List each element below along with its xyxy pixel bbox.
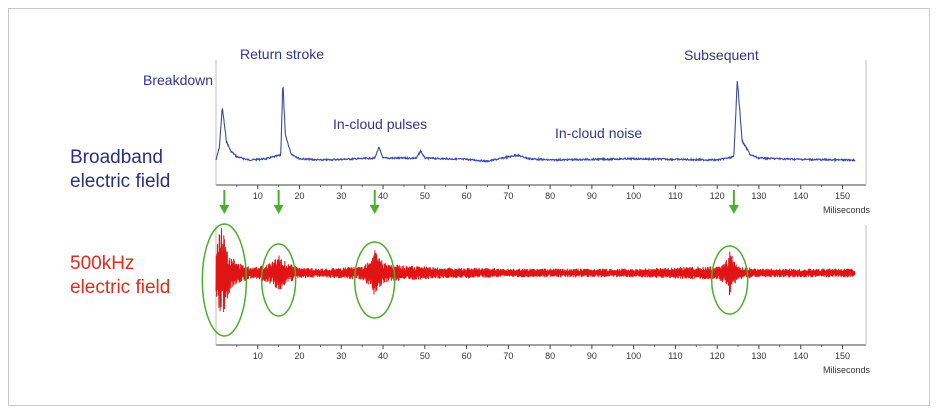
lf-plot: 10 20 30 40 50 60 70 80 90 100 110 120 130 140 150 Mili… [215, 225, 871, 375]
broadband-tick-label: 10 [253, 191, 263, 201]
lf-tick-label: 40 [378, 351, 388, 361]
annotation-subsequent: Subsequent [684, 47, 759, 63]
lf-label-line2: electric field [70, 277, 171, 298]
lf-tick-label: 80 [545, 351, 555, 361]
lf-tick-label: 120 [710, 351, 725, 361]
lf-label-line1: 500kHz [70, 253, 135, 274]
broadband-label: Broadband electric field [70, 146, 170, 194]
broadband-label-line2: electric field [70, 171, 171, 192]
lf-tick-label: 10 [253, 351, 263, 361]
broadband-tick-label: 150 [835, 191, 850, 201]
lf-tick-label: 130 [751, 351, 766, 361]
annotation-breakdown: Breakdown [143, 72, 214, 88]
broadband-x-axis-label: Miliseconds [823, 205, 871, 215]
lf-tick-label: 50 [420, 351, 430, 361]
green-arrow-head [728, 205, 739, 214]
green-highlight-ellipse [710, 245, 749, 315]
green-arrow-head [273, 205, 284, 214]
green-highlight-ellipse [260, 243, 297, 317]
broadband-label-line1: Broadband [70, 147, 163, 168]
broadband-tick-label: 130 [751, 191, 766, 201]
broadband-tick-label: 60 [462, 191, 472, 201]
green-highlight-ellipse [201, 223, 248, 337]
lf-x-axis-label: Miliseconds [823, 365, 871, 375]
green-arrow-head [369, 205, 380, 214]
green-arrow-head [219, 205, 230, 214]
broadband-tick-label: 120 [710, 191, 725, 201]
lf-tick-label: 90 [587, 351, 597, 361]
event-markers [201, 190, 749, 337]
annotation-in-cloud-noise: In-cloud noise [555, 125, 643, 141]
broadband-tick-label: 50 [420, 191, 430, 201]
lf-tick-label: 70 [503, 351, 513, 361]
lf-label: 500kHz electric field [70, 252, 170, 300]
annotation-in-cloud-pulses: In-cloud pulses [333, 116, 428, 132]
broadband-tick-label: 100 [626, 191, 641, 201]
lf-tick-label: 110 [668, 351, 682, 361]
broadband-series-line [215, 81, 856, 164]
broadband-tick-label: 110 [668, 191, 682, 201]
broadband-tick-label: 80 [545, 191, 555, 201]
lf-tick-label: 150 [835, 351, 850, 361]
broadband-tick-label: 30 [336, 191, 346, 201]
lf-tick-label: 140 [793, 351, 808, 361]
lf-tick-label: 30 [336, 351, 346, 361]
lf-series-line [215, 228, 856, 313]
lf-tick-label: 100 [626, 351, 641, 361]
green-highlight-ellipse [353, 241, 396, 319]
broadband-tick-label: 70 [503, 191, 513, 201]
broadband-tick-label: 90 [587, 191, 597, 201]
annotation-return-stroke: Return stroke [240, 46, 325, 62]
broadband-tick-label: 140 [793, 191, 808, 201]
broadband-tick-label: 20 [295, 191, 305, 201]
lf-tick-label: 60 [462, 351, 472, 361]
broadband-tick-label: 40 [378, 191, 388, 201]
lf-tick-label: 20 [295, 351, 305, 361]
broadband-plot: 10 20 30 40 50 60 70 80 90 100 110 120 130 140 150 Mili… [215, 60, 871, 215]
figure-frame [8, 8, 930, 406]
